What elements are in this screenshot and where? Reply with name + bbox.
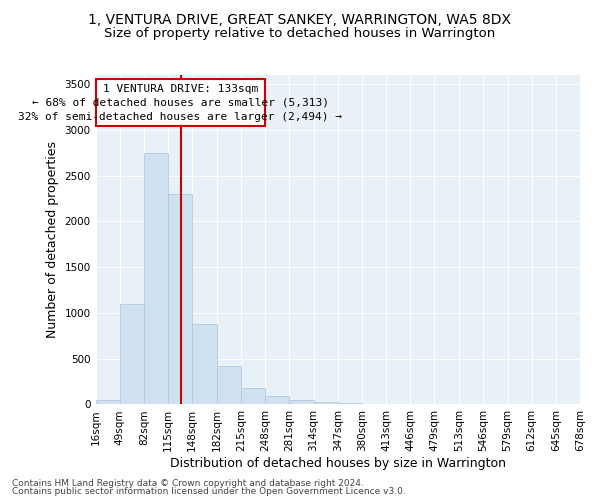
Bar bbox=[241, 388, 265, 404]
Text: Size of property relative to detached houses in Warrington: Size of property relative to detached ho… bbox=[104, 28, 496, 40]
Bar bbox=[144, 153, 168, 405]
Bar bbox=[314, 402, 338, 404]
Bar bbox=[289, 400, 314, 404]
Bar bbox=[192, 324, 217, 404]
Text: ← 68% of detached houses are smaller (5,313): ← 68% of detached houses are smaller (5,… bbox=[32, 98, 329, 108]
Y-axis label: Number of detached properties: Number of detached properties bbox=[46, 141, 59, 338]
Bar bbox=[119, 304, 144, 404]
Bar bbox=[95, 400, 119, 404]
Bar bbox=[168, 194, 192, 404]
Bar bbox=[217, 366, 241, 405]
X-axis label: Distribution of detached houses by size in Warrington: Distribution of detached houses by size … bbox=[170, 457, 506, 470]
Bar bbox=[338, 403, 362, 404]
FancyBboxPatch shape bbox=[95, 78, 265, 126]
Text: 1 VENTURA DRIVE: 133sqm: 1 VENTURA DRIVE: 133sqm bbox=[103, 84, 258, 94]
Text: Contains public sector information licensed under the Open Government Licence v3: Contains public sector information licen… bbox=[12, 487, 406, 496]
Text: Contains HM Land Registry data © Crown copyright and database right 2024.: Contains HM Land Registry data © Crown c… bbox=[12, 478, 364, 488]
Text: 32% of semi-detached houses are larger (2,494) →: 32% of semi-detached houses are larger (… bbox=[19, 112, 343, 122]
Text: 1, VENTURA DRIVE, GREAT SANKEY, WARRINGTON, WA5 8DX: 1, VENTURA DRIVE, GREAT SANKEY, WARRINGT… bbox=[89, 12, 511, 26]
Bar bbox=[265, 396, 289, 404]
